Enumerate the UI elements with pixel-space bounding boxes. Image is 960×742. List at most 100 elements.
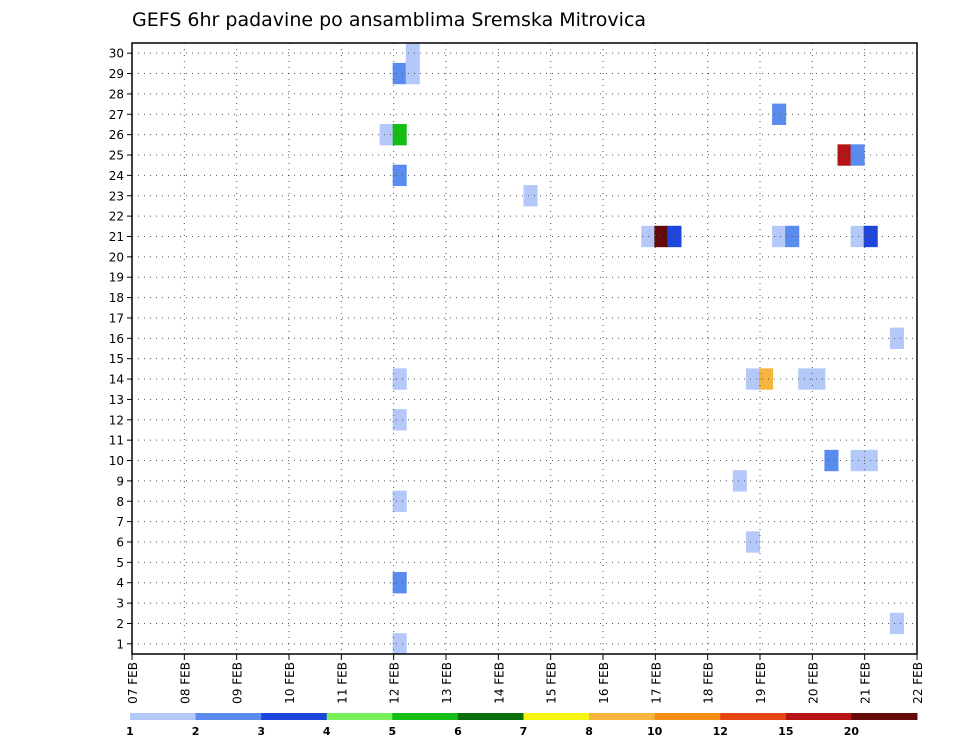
cell-member-27-15 [772, 103, 787, 125]
cell-member-21-13 [654, 225, 669, 248]
legend-label-6: 6 [454, 725, 462, 738]
legend-swatch-1 [130, 713, 197, 720]
y-tick-label-1: 1 [116, 637, 124, 651]
legend-label-12: 12 [713, 725, 728, 738]
y-tick-label-7: 7 [116, 515, 124, 529]
y-tick-label-21: 21 [109, 230, 124, 244]
legend-label-20: 20 [844, 725, 860, 738]
cell-member-10-27 [824, 449, 839, 472]
x-tick-label-1: 08 FEB [178, 662, 192, 704]
cells-layer [379, 42, 904, 655]
legend-swatch-11 [785, 713, 852, 720]
cell-member-29-1 [405, 62, 420, 85]
legend-swatch-5 [392, 713, 459, 720]
legend-label-4: 4 [323, 725, 331, 738]
x-tick-label-8: 15 FEB [545, 662, 559, 704]
x-tick-label-13: 20 FEB [806, 662, 820, 704]
cell-member-12-7 [392, 409, 407, 431]
cell-member-29-0 [392, 62, 407, 85]
cell-member-8-8 [392, 490, 407, 512]
legend-swatch-9 [654, 713, 721, 720]
x-tick-label-11: 18 FEB [702, 662, 716, 704]
cell-member-24-5 [392, 164, 407, 187]
x-tick-label-12: 19 FEB [754, 662, 768, 704]
chart-title: GEFS 6hr padavine po ansamblima Sremska … [132, 9, 646, 31]
y-tick-label-25: 25 [109, 149, 124, 163]
x-tick-label-6: 13 FEB [440, 662, 454, 704]
legend-swatch-12 [851, 713, 918, 720]
y-tick-label-8: 8 [116, 495, 124, 509]
cell-member-14-6 [392, 368, 407, 390]
y-tick-label-27: 27 [109, 108, 124, 122]
y-tick-label-17: 17 [109, 311, 124, 325]
y-tick-label-5: 5 [116, 556, 124, 570]
y-tick-label-20: 20 [109, 250, 124, 264]
legend-swatch-4 [326, 713, 393, 720]
x-tick-label-10: 17 FEB [649, 662, 663, 704]
x-tick-label-7: 14 FEB [492, 662, 506, 704]
color-legend: 1 2 3 4 5 6 7 8 10 12 15 20 [126, 713, 918, 738]
legend-label-1: 1 [126, 725, 134, 738]
legend-swatch-10 [720, 713, 787, 720]
cell-member-1-10 [392, 633, 407, 655]
x-tick-label-2: 09 FEB [231, 662, 245, 704]
cell-member-4-9 [392, 572, 407, 594]
legend-label-10: 10 [647, 725, 663, 738]
y-tick-label-15: 15 [109, 352, 124, 366]
x-tick-label-0: 07 FEB [126, 662, 140, 704]
cell-member-9-30 [732, 470, 747, 492]
legend-swatch-2 [195, 713, 262, 720]
y-tick-label-10: 10 [109, 454, 124, 468]
y-tick-label-13: 13 [109, 393, 124, 407]
grid-layer [132, 43, 917, 654]
y-tick-label-26: 26 [109, 128, 124, 142]
cell-member-21-14 [667, 225, 682, 248]
cell-member-21-16 [772, 225, 787, 248]
cell-member-25-18 [837, 144, 852, 166]
cell-member-25-19 [850, 144, 865, 166]
x-tick-label-5: 12 FEB [388, 662, 402, 704]
legend-label-5: 5 [389, 725, 397, 738]
cell-member-6-31 [745, 531, 760, 553]
legend-swatch-6 [457, 713, 524, 720]
cell-member-26-4 [392, 123, 407, 146]
cell-member-21-20 [850, 225, 865, 248]
cell-member-2-32 [889, 612, 904, 635]
legend-swatch-3 [261, 713, 328, 720]
x-tick-label-4: 11 FEB [335, 662, 349, 704]
legend-label-7: 7 [520, 725, 528, 738]
y-tick-label-22: 22 [109, 210, 124, 224]
plot-frame [131, 42, 918, 655]
y-tick-label-18: 18 [109, 291, 124, 305]
cell-member-14-23 [745, 368, 760, 390]
y-tick-label-30: 30 [109, 47, 124, 61]
cell-member-14-24 [759, 368, 774, 390]
y-tick-label-4: 4 [116, 576, 124, 590]
cell-member-16-22 [889, 327, 904, 349]
cell-member-14-26 [811, 368, 826, 390]
y-tick-label-6: 6 [116, 535, 124, 549]
legend-label-2: 2 [192, 725, 200, 738]
y-tick-label-29: 29 [109, 67, 124, 81]
y-tick-label-24: 24 [109, 169, 124, 183]
legend-swatch-8 [589, 713, 656, 720]
y-tick-label-14: 14 [109, 373, 124, 387]
legend-label-15: 15 [778, 725, 793, 738]
x-axis: 07 FEB 08 FEB 09 FEB 10 FEB 11 FEB 12 FEB 13 F… [126, 654, 925, 704]
y-tick-label-11: 11 [109, 434, 124, 448]
y-tick-label-28: 28 [109, 87, 124, 101]
x-tick-label-15: 22 FEB [911, 662, 925, 704]
legend-swatch-7 [523, 713, 590, 720]
y-axis: 1234567891011121314151617181920212223242… [109, 47, 132, 651]
y-tick-label-19: 19 [109, 271, 124, 285]
x-tick-label-9: 16 FEB [597, 662, 611, 704]
y-tick-label-23: 23 [109, 189, 124, 203]
x-tick-label-3: 10 FEB [283, 662, 297, 704]
cell-member-10-28 [850, 449, 865, 472]
cell-member-14-25 [798, 368, 813, 390]
y-tick-label-3: 3 [116, 597, 124, 611]
cell-member-23-11 [523, 185, 538, 207]
y-tick-label-9: 9 [116, 474, 124, 488]
y-tick-label-16: 16 [109, 332, 124, 346]
